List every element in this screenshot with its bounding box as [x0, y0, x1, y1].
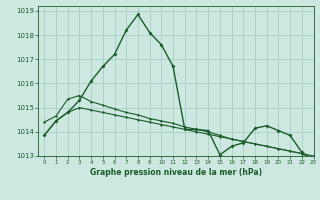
X-axis label: Graphe pression niveau de la mer (hPa): Graphe pression niveau de la mer (hPa) [90, 168, 262, 177]
